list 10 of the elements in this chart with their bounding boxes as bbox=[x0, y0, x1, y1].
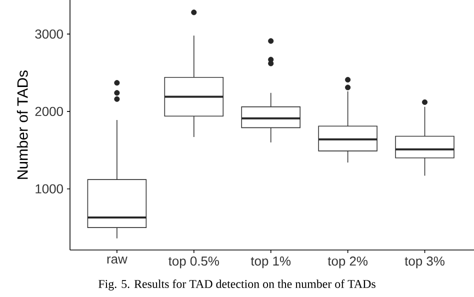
y-tick-label: 1000 bbox=[36, 184, 63, 194]
x-tick-label: top 3% bbox=[404, 256, 444, 268]
x-tick-label: raw bbox=[107, 256, 128, 264]
caption: Fig. 5. Results for TAD detection on the number of TADs bbox=[98, 279, 376, 290]
x-tick-label: top 1% bbox=[250, 256, 291, 268]
y-tick-label: 2000 bbox=[35, 106, 63, 116]
y-tick-label: 3000 bbox=[35, 29, 63, 39]
y-axis-title: Number of TADs bbox=[16, 70, 28, 179]
x-tick-label: top 0.5% bbox=[168, 256, 219, 268]
x-tick-label: top 2% bbox=[328, 256, 368, 268]
